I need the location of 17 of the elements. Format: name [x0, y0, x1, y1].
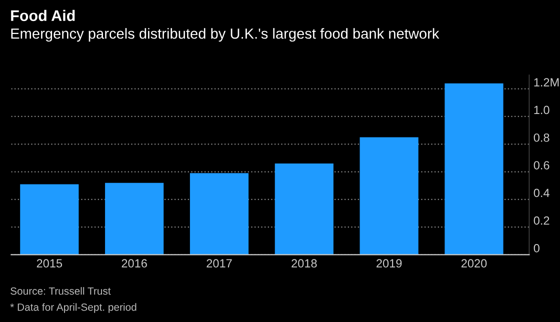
y-tick-label: 0.8	[534, 133, 550, 142]
x-tick-label: 2016	[122, 259, 147, 268]
x-tick-label: 2020	[461, 259, 487, 268]
y-tick-label: 0.4	[534, 188, 550, 198]
y-tick-label: 0.6	[534, 161, 550, 170]
source-note: Source: Trussell Trust	[10, 287, 111, 295]
x-tick-label: 2015	[36, 259, 62, 268]
y-tick-label: 0.2	[534, 216, 550, 225]
chart-title: Food Aid	[11, 10, 75, 22]
y-tick-label: 1.0	[534, 106, 550, 114]
y-tick-label: 0	[534, 244, 540, 252]
x-tick-label: 2017	[206, 259, 232, 268]
y-tick-label: 1.2M	[534, 78, 559, 86]
text: * Data for April-Sept. period	[10, 303, 136, 313]
chart-subtitle: Emergency parcels distributed by U.K.'s largest food bank network	[11, 28, 440, 42]
x-tick-label: 2018	[292, 259, 317, 268]
x-tick-label: 2019	[376, 259, 402, 268]
